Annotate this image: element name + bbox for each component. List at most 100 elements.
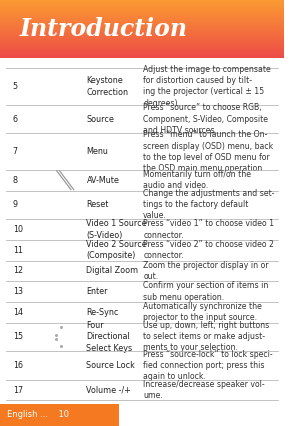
Text: Momentarily turn off/on the
audio and video.: Momentarily turn off/on the audio and vi… bbox=[143, 170, 251, 190]
Bar bbox=[0, 26, 284, 27]
Text: 15: 15 bbox=[13, 332, 23, 341]
Bar bbox=[0, 0, 284, 1]
Text: 12: 12 bbox=[13, 266, 23, 275]
Bar bbox=[0, 41, 284, 42]
Bar bbox=[0, 16, 284, 17]
Text: Press “source-lock” to lock speci-
fied connection port; press this
again to unl: Press “source-lock” to lock speci- fied … bbox=[143, 350, 273, 381]
Text: Adjust the image to compensate
for distortion caused by tilt-
ing the projector : Adjust the image to compensate for disto… bbox=[143, 65, 271, 108]
Bar bbox=[0, 404, 119, 426]
Bar bbox=[0, 5, 284, 6]
Text: 5: 5 bbox=[13, 82, 18, 91]
Bar bbox=[0, 33, 284, 34]
Bar bbox=[0, 18, 284, 19]
Bar bbox=[0, 37, 284, 38]
Bar bbox=[0, 6, 284, 7]
Text: Four
Directional
Select Keys: Four Directional Select Keys bbox=[86, 321, 133, 353]
Bar bbox=[0, 14, 284, 15]
Text: 8: 8 bbox=[13, 176, 18, 185]
Bar bbox=[0, 2, 284, 3]
Bar bbox=[0, 43, 284, 44]
Text: Zoom the projector display in or
out.: Zoom the projector display in or out. bbox=[143, 261, 269, 281]
Text: Increase/decrease speaker vol-
ume.: Increase/decrease speaker vol- ume. bbox=[143, 380, 265, 400]
Bar bbox=[0, 22, 284, 23]
Bar bbox=[0, 17, 284, 18]
Bar bbox=[0, 51, 284, 52]
Bar bbox=[0, 21, 284, 22]
Bar bbox=[0, 11, 284, 12]
Bar bbox=[0, 31, 284, 32]
Bar bbox=[0, 42, 284, 43]
Bar bbox=[0, 23, 284, 24]
Bar bbox=[0, 8, 284, 9]
Bar bbox=[0, 28, 284, 29]
Text: Press “source” to choose RGB,
Component, S-Video, Composite
and HDTV sources.: Press “source” to choose RGB, Component,… bbox=[143, 104, 268, 135]
Bar bbox=[0, 34, 284, 35]
Bar bbox=[0, 49, 284, 50]
Text: Automatically synchronize the
projector to the input source.: Automatically synchronize the projector … bbox=[143, 302, 262, 322]
Bar bbox=[0, 32, 284, 33]
Text: 11: 11 bbox=[13, 246, 23, 255]
Text: Keystone
Correction: Keystone Correction bbox=[86, 76, 128, 97]
Bar bbox=[0, 7, 284, 8]
Text: AV-Mute: AV-Mute bbox=[86, 176, 119, 185]
Text: 17: 17 bbox=[13, 386, 23, 394]
Text: 7: 7 bbox=[13, 147, 18, 156]
Text: English ...    10: English ... 10 bbox=[7, 410, 69, 420]
Text: Source: Source bbox=[86, 115, 114, 124]
Bar bbox=[0, 56, 284, 57]
Bar bbox=[0, 27, 284, 28]
Bar bbox=[0, 24, 284, 25]
Bar bbox=[0, 1, 284, 2]
Bar bbox=[0, 47, 284, 48]
Bar bbox=[0, 53, 284, 54]
Text: Confirm your section of items in
sub menu operation.: Confirm your section of items in sub men… bbox=[143, 282, 268, 302]
Text: Source Lock: Source Lock bbox=[86, 361, 135, 370]
Bar bbox=[0, 13, 284, 14]
Bar bbox=[0, 48, 284, 49]
Bar bbox=[0, 35, 284, 36]
Text: Change the adjustments and set-
tings to the factory default
value.: Change the adjustments and set- tings to… bbox=[143, 189, 275, 221]
Bar bbox=[0, 30, 284, 31]
Text: 9: 9 bbox=[13, 200, 18, 210]
Text: Menu: Menu bbox=[86, 147, 108, 156]
Text: 16: 16 bbox=[13, 361, 23, 370]
Text: Reset: Reset bbox=[86, 200, 109, 210]
Bar bbox=[0, 38, 284, 39]
Text: Introduction: Introduction bbox=[20, 17, 188, 41]
Bar bbox=[0, 45, 284, 46]
Text: Volume -/+: Volume -/+ bbox=[86, 386, 131, 394]
Text: 14: 14 bbox=[13, 308, 23, 317]
Text: 13: 13 bbox=[13, 287, 23, 296]
Text: 6: 6 bbox=[13, 115, 18, 124]
Bar bbox=[0, 55, 284, 56]
Bar bbox=[0, 12, 284, 13]
Bar bbox=[0, 19, 284, 20]
Bar bbox=[0, 3, 284, 4]
Text: 10: 10 bbox=[13, 225, 23, 234]
Text: Press “menu” to launch the On-
screen display (OSD) menu, back
to the top level : Press “menu” to launch the On- screen di… bbox=[143, 130, 274, 173]
Bar bbox=[0, 25, 284, 26]
Bar bbox=[0, 10, 284, 11]
Text: Digital Zoom: Digital Zoom bbox=[86, 266, 139, 275]
Bar bbox=[0, 29, 284, 30]
Text: Re-Sync: Re-Sync bbox=[86, 308, 119, 317]
Bar bbox=[0, 44, 284, 45]
Text: Enter: Enter bbox=[86, 287, 108, 296]
Bar bbox=[0, 40, 284, 41]
Bar bbox=[0, 15, 284, 16]
Bar bbox=[0, 20, 284, 21]
Bar bbox=[0, 46, 284, 47]
Bar bbox=[0, 39, 284, 40]
Text: Press “video 1” to choose video 1
connector.: Press “video 1” to choose video 1 connec… bbox=[143, 219, 274, 239]
Text: Use up, down, left, right buttons
to select items or make adjust-
ments to your : Use up, down, left, right buttons to sel… bbox=[143, 321, 269, 352]
Text: Video 2 Source
(Composite): Video 2 Source (Composite) bbox=[86, 240, 147, 260]
Bar bbox=[0, 57, 284, 58]
Text: Video 1 Source
(S-Video): Video 1 Source (S-Video) bbox=[86, 219, 147, 240]
Bar bbox=[0, 54, 284, 55]
Bar bbox=[0, 52, 284, 53]
Bar bbox=[0, 50, 284, 51]
Bar bbox=[0, 4, 284, 5]
Text: Press “video 2” to choose video 2
connector.: Press “video 2” to choose video 2 connec… bbox=[143, 240, 274, 260]
Bar bbox=[0, 36, 284, 37]
Bar bbox=[0, 9, 284, 10]
